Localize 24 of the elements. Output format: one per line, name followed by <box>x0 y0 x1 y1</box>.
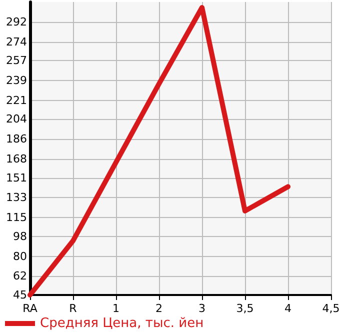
y-tick-label: 115 <box>6 211 27 224</box>
y-tick-label: 221 <box>6 94 27 107</box>
y-tick-label: 204 <box>6 112 27 126</box>
y-tick-label: 239 <box>6 74 27 87</box>
x-tick-label: 2 <box>156 302 162 315</box>
x-tick-label: 3 <box>198 302 206 315</box>
x-tick-label: RA <box>22 302 38 315</box>
y-tick-label: 98 <box>13 230 27 243</box>
x-tick-label: 3,5 <box>236 302 254 315</box>
y-tick-label: 257 <box>6 54 27 68</box>
legend-label: Средняя Цена, тыс. йен <box>40 316 204 331</box>
y-tick-label: 45 <box>13 288 27 302</box>
y-tick-label: 168 <box>6 152 27 166</box>
x-tick-label: 4 <box>284 302 292 315</box>
x-tick-label: R <box>69 302 78 315</box>
y-tick-label: 186 <box>6 132 27 146</box>
y-tick-label: 151 <box>6 171 27 184</box>
x-tick-label: 1 <box>112 302 120 315</box>
y-tick-label: 292 <box>6 15 27 28</box>
y-tick-label: 62 <box>13 270 27 283</box>
y-tick-label: 80 <box>13 250 27 263</box>
x-tick-label: 4,5 <box>322 302 340 315</box>
y-tick-label: 274 <box>6 35 27 48</box>
y-tick-label: 133 <box>6 191 27 204</box>
